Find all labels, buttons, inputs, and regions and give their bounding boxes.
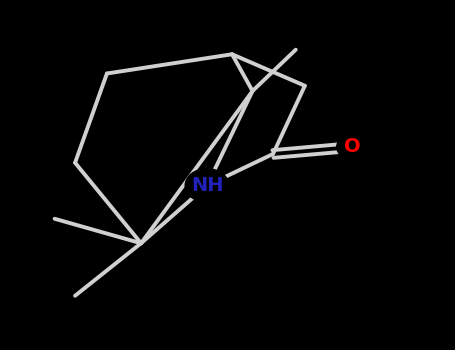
Text: O: O (344, 138, 361, 156)
Circle shape (185, 169, 229, 202)
Circle shape (337, 135, 369, 159)
Text: NH: NH (191, 176, 223, 195)
